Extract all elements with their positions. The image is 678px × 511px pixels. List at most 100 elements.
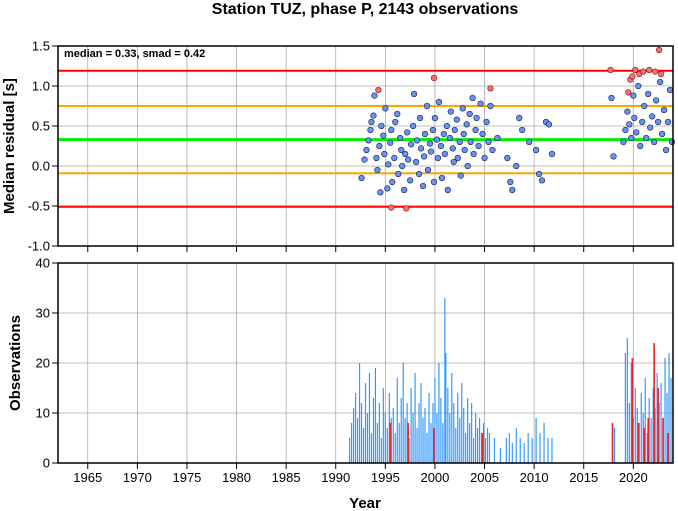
residual-point <box>405 156 412 163</box>
residual-point <box>513 162 520 170</box>
residual-point <box>417 145 425 152</box>
residual-point <box>437 142 444 150</box>
residual-y-tick-label: 0.5 <box>32 119 50 134</box>
residual-point <box>419 182 427 190</box>
residual-point <box>449 145 456 152</box>
residual-point <box>412 158 420 166</box>
residual-point <box>435 98 443 106</box>
residual-point <box>450 158 457 166</box>
residual-outlier-point <box>403 205 410 212</box>
residual-point <box>653 97 660 104</box>
residual-y-tick-label: -0.5 <box>28 199 50 214</box>
observations-y-tick-label: 40 <box>36 256 50 271</box>
year-tick-label: 1990 <box>321 470 350 485</box>
residual-point <box>416 114 424 122</box>
residual-point <box>373 154 380 162</box>
residual-point <box>410 122 417 130</box>
residual-point <box>649 113 656 120</box>
residual-point <box>358 174 365 182</box>
residual-outlier-point <box>388 204 395 211</box>
residual-point <box>411 90 418 98</box>
residual-point <box>519 126 526 134</box>
residual-point <box>548 150 556 158</box>
year-tick-label: 2020 <box>619 470 648 485</box>
residual-point <box>545 121 553 128</box>
residual-point <box>434 154 442 162</box>
observations-y-axis-label: Observations <box>7 315 24 411</box>
residual-point <box>489 146 496 154</box>
year-tick-label: 1995 <box>371 470 400 485</box>
residual-point <box>431 114 439 122</box>
residual-outlier-point <box>652 68 659 75</box>
residual-point <box>666 86 674 94</box>
residual-point <box>368 118 375 126</box>
residual-point <box>533 146 540 154</box>
residual-point <box>391 154 398 162</box>
residual-point <box>464 162 471 170</box>
residual-point <box>453 116 460 123</box>
observations-y-tick-label: 30 <box>36 306 50 321</box>
residual-point <box>631 114 638 122</box>
residual-outlier-point <box>375 86 382 94</box>
residual-point <box>423 102 431 110</box>
residual-point <box>538 177 546 184</box>
residual-point <box>655 118 662 126</box>
residual-point <box>401 186 408 194</box>
residual-point <box>651 138 658 146</box>
residual-point <box>361 156 368 163</box>
residual-point <box>384 185 391 192</box>
residual-point <box>463 121 470 128</box>
residual-point <box>626 121 633 128</box>
residual-outlier-point <box>629 73 636 80</box>
residual-point <box>363 146 370 154</box>
residual-point <box>466 110 473 118</box>
residual-outlier-point <box>640 68 647 75</box>
residual-outlier-point <box>487 85 494 92</box>
residual-point <box>376 142 383 150</box>
residual-y-tick-label: 1.5 <box>32 39 50 54</box>
residual-point <box>473 114 480 122</box>
residual-point <box>367 126 374 134</box>
residual-point <box>370 112 377 119</box>
year-tick-label: 2000 <box>420 470 449 485</box>
residual-point <box>433 136 441 143</box>
residual-point <box>657 78 664 86</box>
residual-outlier-point <box>632 66 639 74</box>
residual-point <box>421 130 429 138</box>
residual-outlier-point <box>607 66 614 74</box>
residual-point <box>457 172 464 179</box>
residual-point <box>429 126 437 134</box>
observations-y-tick-label: 20 <box>36 356 50 371</box>
residual-y-axis-label: Median residual [s] <box>1 78 18 214</box>
observations-y-ticks: 0 10 20 30 40 <box>36 256 58 471</box>
residual-points <box>358 46 676 212</box>
residual-point <box>620 138 627 146</box>
observations-y-tick-label: 0 <box>43 456 50 471</box>
year-tick-label: 2010 <box>520 470 549 485</box>
year-tick-label: 1970 <box>123 470 152 485</box>
residual-point <box>664 118 672 126</box>
residual-outlier-point <box>656 46 663 54</box>
residual-point <box>459 105 466 112</box>
residual-point <box>413 137 421 144</box>
residual-point <box>633 129 640 136</box>
residual-y-tick-label: 0.0 <box>32 159 50 174</box>
residual-point <box>407 177 414 184</box>
residual-panel: -1.0 -0.5 0.0 0.5 1.0 1.5 median = 0.33, smad… <box>1 39 676 254</box>
residual-point <box>389 178 396 186</box>
residual-point <box>377 189 384 196</box>
residual-point <box>456 138 463 146</box>
residual-point <box>526 138 533 146</box>
residual-point <box>451 126 458 134</box>
residual-point <box>374 166 381 174</box>
residual-point <box>441 150 448 158</box>
residual-point <box>420 153 428 160</box>
year-tick-label: 2005 <box>470 470 499 485</box>
residual-point <box>608 94 615 102</box>
year-tick-label: 1980 <box>222 470 251 485</box>
year-x-ticks: 1965 1970 1975 1980 1985 1990 1995 2000 2005 2010… <box>73 246 648 485</box>
residual-point <box>365 137 372 144</box>
residual-point <box>660 106 668 114</box>
